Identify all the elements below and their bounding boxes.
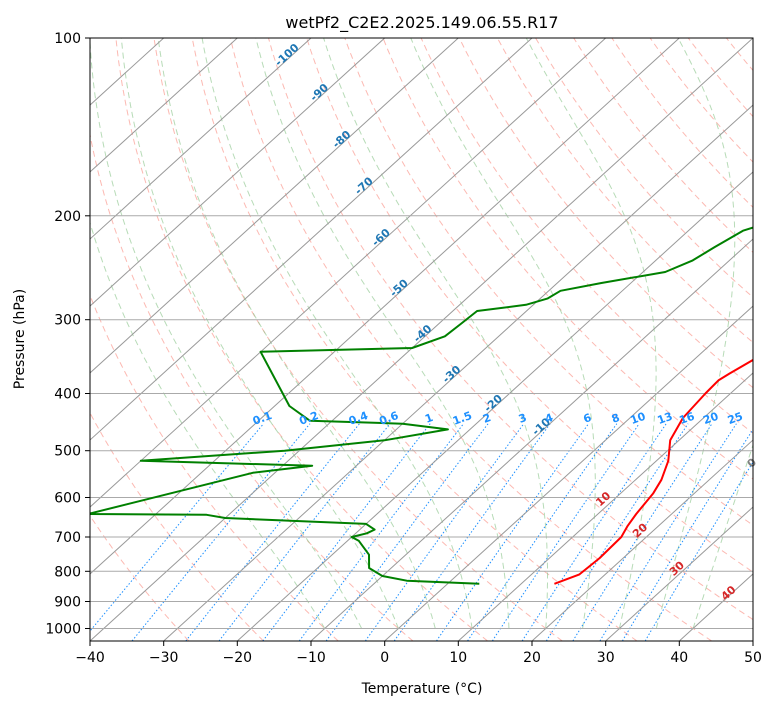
dewpoint-line bbox=[90, 226, 753, 585]
y-tick-label: 100 bbox=[54, 31, 81, 47]
x-axis-label: Temperature (°C) bbox=[361, 681, 483, 697]
y-tick-label: 400 bbox=[54, 387, 81, 403]
mixing-ratio-label: 6 bbox=[582, 411, 594, 426]
mixing-ratio-label: 4 bbox=[543, 411, 555, 426]
x-axis: −40 −30 −20 −10 0 10 20 30 40 50 bbox=[75, 641, 762, 666]
dry-adiabat-line bbox=[90, 132, 414, 641]
isotherm-line bbox=[90, 38, 533, 441]
temperature-line bbox=[554, 358, 753, 585]
mixing-ratio-label: 0.6 bbox=[377, 409, 400, 428]
dry-adiabat-line bbox=[115, 38, 488, 641]
dry-adiabat-line bbox=[153, 38, 563, 641]
mixing-ratio-label: 0.1 bbox=[251, 409, 274, 428]
mixing-ratio-line bbox=[644, 461, 753, 641]
y-tick-label: 700 bbox=[54, 530, 81, 546]
mixing-ratio-label: 25 bbox=[726, 410, 745, 427]
y-tick-label: 500 bbox=[54, 444, 81, 460]
mixing-ratio-label: 0.2 bbox=[297, 409, 320, 428]
mixing-ratio-label: 3 bbox=[517, 411, 529, 426]
mixing-ratio-label: 1 bbox=[423, 411, 435, 426]
moist-adiabat-line bbox=[655, 38, 736, 629]
isotherm-line bbox=[90, 38, 459, 374]
moist-adiabat-line bbox=[255, 38, 510, 629]
mixing-ratio-label: 20 bbox=[701, 410, 720, 428]
isotherm-line bbox=[531, 439, 753, 641]
mixing-ratio-line bbox=[262, 423, 431, 641]
x-tick-label: 10 bbox=[449, 650, 467, 666]
y-axis: 100 200 300 400 500 600 700 800 900 1000 bbox=[45, 31, 90, 638]
dry-adiabat-line bbox=[191, 38, 638, 641]
mixing-ratio-line bbox=[90, 423, 264, 632]
y-tick-label: 600 bbox=[54, 491, 81, 507]
mixing-ratio-line bbox=[364, 423, 525, 641]
mixing-ratio-label: 8 bbox=[610, 411, 622, 426]
dry-adiabat-line bbox=[344, 38, 753, 526]
mixing-ratio-line bbox=[325, 423, 489, 641]
chart-title: wetPf2_C2E2.2025.149.06.55.R17 bbox=[285, 13, 558, 33]
y-axis-label: Pressure (hPa) bbox=[12, 289, 28, 389]
x-tick-label: 30 bbox=[597, 650, 615, 666]
isotherm-line bbox=[90, 38, 680, 575]
series-lines bbox=[90, 226, 753, 585]
moist-adiabat-line bbox=[525, 38, 657, 629]
dry-adiabat-line bbox=[90, 514, 190, 641]
isotherm-line bbox=[90, 38, 386, 307]
moist-adiabat-line bbox=[157, 38, 436, 629]
isotherm-line bbox=[310, 238, 753, 641]
mixing-ratio-line bbox=[521, 423, 667, 641]
isotherm-line bbox=[163, 104, 753, 641]
background-lines bbox=[90, 38, 753, 641]
mixing-ratio-label: 1.5 bbox=[451, 409, 474, 428]
isotherm-line bbox=[605, 506, 753, 641]
x-tick-label: −20 bbox=[223, 650, 253, 666]
dry-adiabat-line bbox=[268, 38, 753, 621]
mixing-ratio-line bbox=[467, 423, 618, 641]
isotherm-line bbox=[90, 38, 753, 641]
y-tick-label: 800 bbox=[54, 564, 81, 580]
dry-adiabat-line bbox=[535, 38, 753, 298]
mixing-ratio-label: 10 bbox=[629, 410, 648, 428]
x-tick-label: −30 bbox=[149, 650, 179, 666]
mixing-ratio-line bbox=[545, 423, 689, 641]
mixing-ratio-line bbox=[185, 423, 360, 641]
mixing-ratio-line bbox=[218, 423, 391, 641]
y-tick-label: 1000 bbox=[45, 622, 81, 638]
dry-adiabat-line bbox=[90, 411, 264, 641]
isotherm-line bbox=[90, 38, 607, 508]
isotherm-line bbox=[90, 38, 312, 240]
y-tick-label: 300 bbox=[54, 313, 81, 329]
x-tick-label: 0 bbox=[380, 650, 389, 666]
moist-adiabat-line bbox=[120, 38, 399, 629]
x-tick-label: −10 bbox=[296, 650, 326, 666]
moist-adiabat-line bbox=[692, 443, 753, 629]
plot-frame bbox=[89, 37, 754, 642]
mixing-ratio-label: 13 bbox=[656, 410, 675, 427]
mixing-ratio-line bbox=[298, 423, 464, 641]
isotherm-line bbox=[90, 38, 238, 173]
mixing-ratio-line bbox=[131, 423, 311, 641]
x-tick-label: 50 bbox=[744, 650, 762, 666]
x-tick-label: 20 bbox=[523, 650, 541, 666]
grid-lines bbox=[90, 38, 753, 641]
x-tick-label: −40 bbox=[75, 650, 105, 666]
dry-adiabat-line bbox=[306, 38, 753, 573]
moist-adiabat-line bbox=[323, 38, 548, 629]
mixing-ratio-line bbox=[491, 423, 640, 641]
isotherm-line bbox=[457, 372, 753, 641]
mixing-ratio-label: 0.4 bbox=[347, 409, 370, 428]
isotherm-line bbox=[384, 305, 753, 641]
moist-adiabat-line bbox=[90, 38, 363, 629]
y-tick-label: 900 bbox=[54, 595, 81, 611]
mixing-ratio-label: 16 bbox=[677, 410, 696, 428]
isotherm-line bbox=[236, 171, 753, 641]
x-tick-label: 40 bbox=[670, 650, 688, 666]
moist-adiabat-line bbox=[410, 38, 596, 629]
mixing-ratio-line bbox=[393, 423, 551, 641]
mixing-ratio-label: 2 bbox=[481, 411, 493, 426]
y-tick-label: 200 bbox=[54, 209, 81, 225]
